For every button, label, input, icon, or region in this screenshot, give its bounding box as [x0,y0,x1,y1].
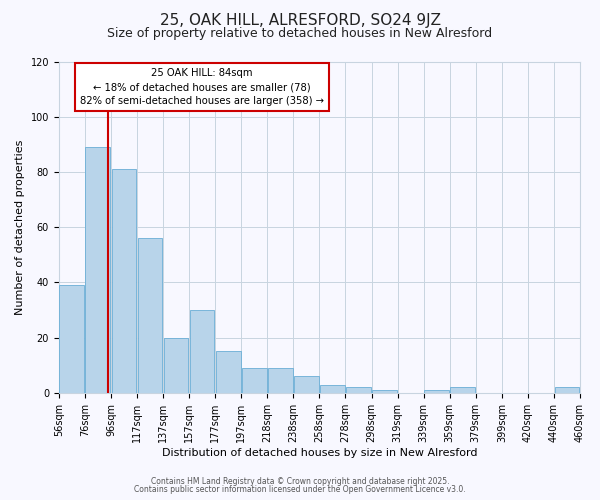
Bar [112,169,136,393]
X-axis label: Distribution of detached houses by size in New Alresford: Distribution of detached houses by size … [161,448,477,458]
Bar [164,338,188,393]
Y-axis label: Number of detached properties: Number of detached properties [15,140,25,315]
Bar [372,390,397,393]
Bar [216,352,241,393]
Bar [451,388,475,393]
Bar [320,384,345,393]
Bar [137,238,163,393]
Text: 25 OAK HILL: 84sqm
← 18% of detached houses are smaller (78)
82% of semi-detache: 25 OAK HILL: 84sqm ← 18% of detached hou… [80,68,324,106]
Bar [242,368,266,393]
Text: 25, OAK HILL, ALRESFORD, SO24 9JZ: 25, OAK HILL, ALRESFORD, SO24 9JZ [160,12,440,28]
Text: Size of property relative to detached houses in New Alresford: Size of property relative to detached ho… [107,28,493,40]
Text: Contains public sector information licensed under the Open Government Licence v3: Contains public sector information licen… [134,485,466,494]
Bar [59,285,84,393]
Bar [268,368,293,393]
Bar [346,388,371,393]
Bar [294,376,319,393]
Bar [85,147,110,393]
Bar [554,388,580,393]
Bar [190,310,214,393]
Text: Contains HM Land Registry data © Crown copyright and database right 2025.: Contains HM Land Registry data © Crown c… [151,477,449,486]
Bar [424,390,449,393]
